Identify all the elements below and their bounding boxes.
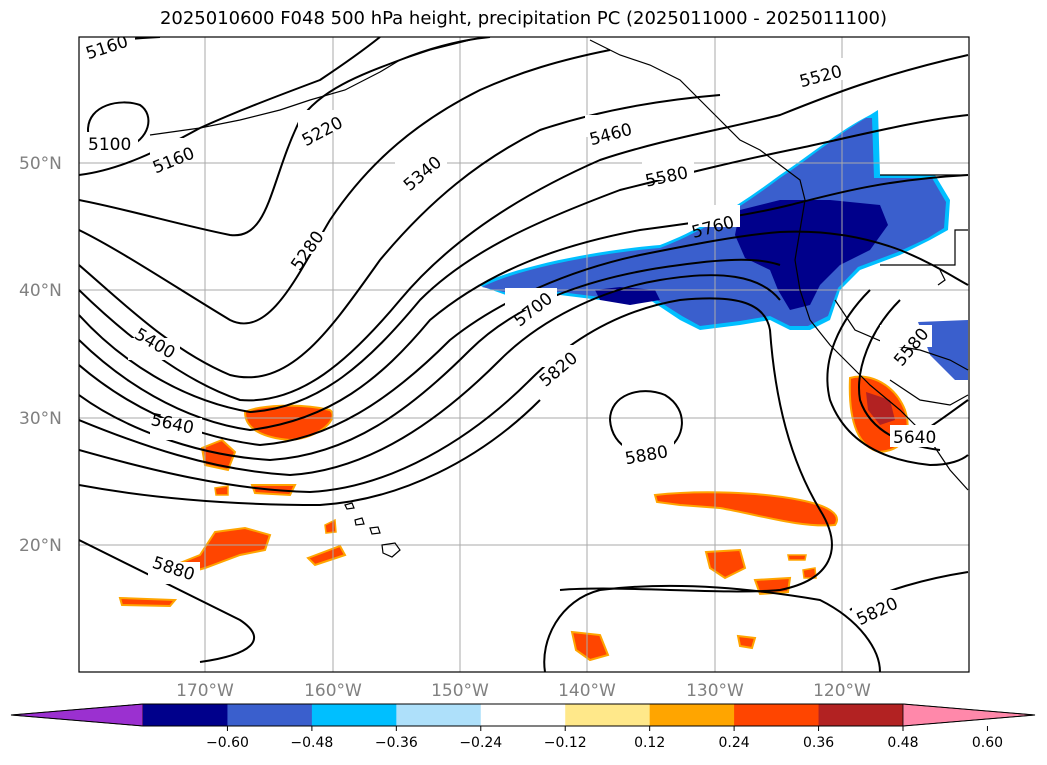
lon-label: 120°W [813,681,871,701]
map-title: 2025010600 F048 500 hPa height, precipit… [159,8,888,29]
colorbar-segment [734,704,820,726]
height-contours [79,37,969,672]
colorbar-tick-label: 0.36 [803,735,834,751]
colorbar-extend-high [902,703,1036,727]
colorbar-tick-label: −0.24 [459,735,502,751]
lon-label: 150°W [431,681,489,701]
map-panel: 5160 5100 5160 5220 5280 5340 5400 5460 … [79,37,969,672]
graticule [79,37,969,672]
colorbar-tick-label: −0.48 [290,735,333,751]
colorbar-tick-label: 0.24 [719,735,750,751]
colorbar-segment [143,704,228,726]
lon-label: 170°W [176,681,234,701]
contour-label: 5640 [893,428,936,448]
map-frame [78,36,970,673]
colorbar-segments [10,703,1036,727]
lon-label: 130°W [686,681,744,701]
colorbar-outline [10,703,1036,727]
colorbar-segment [565,704,651,726]
colorbar-segment [396,704,482,726]
colorbar-tick-label: −0.60 [206,735,249,751]
colorbar: −0.60 −0.48 −0.36 −0.24 −0.12 0.12 0.24 0.36 0.4… [10,703,1036,751]
lon-label: 140°W [558,681,616,701]
colorbar-tick-label: 0.60 [972,735,1003,751]
colorbar-segment [311,704,397,726]
colorbar-tick-label: 0.48 [887,735,918,751]
colorbar-segment [480,704,566,726]
colorbar-tick-label: −0.36 [375,735,418,751]
colorbar-segment [649,704,735,726]
lat-label: 40°N [19,281,62,301]
hawaii-islands [344,502,401,558]
colorbar-ticks: −0.60 −0.48 −0.36 −0.24 −0.12 0.12 0.24 0.36 0.4… [206,726,1003,751]
lon-label: 160°W [304,681,362,701]
lat-label: 20°N [19,536,62,556]
colorbar-tick-label: 0.12 [634,735,665,751]
colorbar-extend-low [10,703,144,727]
contour-label: 5100 [88,135,131,155]
lat-label: 50°N [19,154,62,174]
colorbar-tick-label: −0.12 [544,735,587,751]
longitude-labels: 170°W 160°W 150°W 140°W 130°W 120°W [176,681,871,701]
precip-positive-shading [118,375,909,662]
colorbar-segment [227,704,313,726]
colorbar-segment [818,704,904,726]
latitude-labels: 50°N 40°N 30°N 20°N [19,154,62,556]
lat-label: 30°N [19,409,62,429]
